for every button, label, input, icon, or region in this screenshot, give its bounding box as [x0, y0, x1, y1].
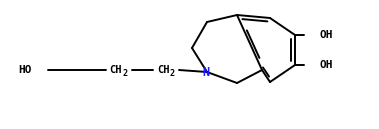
Text: CH: CH — [110, 65, 122, 75]
Text: HO: HO — [18, 65, 31, 75]
Text: OH: OH — [320, 30, 334, 40]
Text: 2: 2 — [122, 70, 127, 79]
Text: 2: 2 — [169, 70, 174, 79]
Text: CH: CH — [157, 65, 169, 75]
Text: OH: OH — [320, 60, 334, 70]
Text: N: N — [202, 67, 210, 79]
